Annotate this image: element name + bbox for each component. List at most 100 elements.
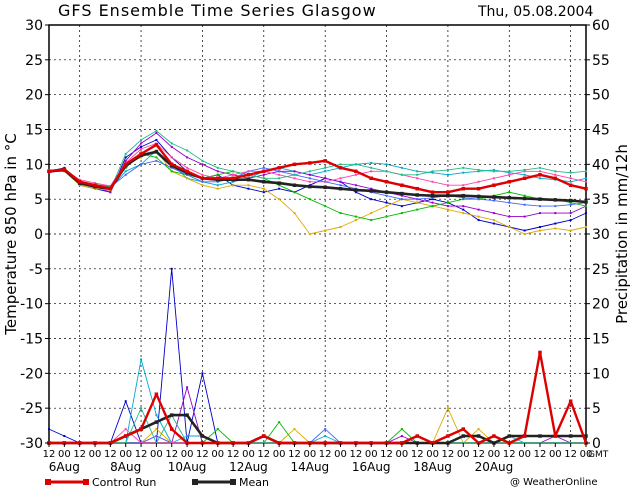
temp-member-line-point [431, 180, 434, 183]
precip-member-line-point [155, 414, 158, 417]
legend-mean-marker-b [230, 479, 236, 485]
temp-member-line-point [278, 187, 281, 190]
temp-member-line-point [140, 145, 143, 148]
temp-member-line-point [554, 205, 557, 208]
temp-member-line-point [354, 184, 357, 187]
temp-member-line-point [339, 163, 342, 166]
temp-member-line-point [308, 170, 311, 173]
temp-member-line-point [140, 142, 143, 145]
temp-mean-line-point [553, 198, 558, 202]
temp-member-line-point [462, 208, 465, 211]
precip-member-line-point [140, 358, 143, 361]
temp-member-line-point [247, 187, 250, 190]
temp-member-line-point [508, 191, 511, 194]
temp-member-line-point [477, 208, 480, 211]
temp-member-line-point [431, 205, 434, 208]
temp-member-line-point [339, 177, 342, 180]
temp-member-line-point [431, 196, 434, 199]
x-hour-label: 12 [564, 449, 577, 460]
temp-member-line-point [186, 173, 189, 176]
temp-control-line-point [323, 159, 327, 163]
precip-mean-line-point [169, 413, 174, 417]
precip-control-line-point [415, 434, 419, 438]
temp-member-line-point [446, 208, 449, 211]
x-hour-label: 00 [426, 449, 439, 460]
legend: Control Run Mean [45, 476, 269, 489]
temp-control-line-point [384, 180, 389, 184]
precip-control-line-point [154, 392, 159, 396]
temp-member-line-point [585, 170, 587, 173]
temp-member-line-point [278, 170, 281, 173]
temp-mean-line-point [277, 181, 281, 185]
temp-member-line-point [446, 184, 449, 187]
temp-member-line-point [354, 163, 357, 166]
temp-control-line-point [154, 143, 159, 147]
x-hour-label: 00 [273, 449, 286, 460]
temp-member-line-point [170, 156, 173, 159]
precip-control-line-point [262, 434, 266, 438]
temp-member-line-point [462, 171, 465, 174]
temp-member-line [48, 132, 587, 218]
x-hour-label: 12 [257, 449, 270, 460]
temp-member-line-point [508, 171, 511, 174]
temp-member-line-point [569, 177, 572, 180]
precip-control-line-point [538, 350, 542, 355]
temp-mean-line-point [154, 150, 159, 154]
temp-member-line-point [569, 201, 572, 204]
x-hour-label: 00 [89, 449, 102, 460]
temp-member-line-point [569, 229, 572, 232]
y-tick-left-label: -20 [20, 366, 43, 382]
y-tick-left-label: -10 [20, 297, 43, 313]
temp-member-line [48, 142, 587, 187]
x-hour-label: 00 [150, 449, 163, 460]
temp-control-line-point [185, 169, 189, 174]
temp-member-line-point [416, 198, 419, 201]
temp-member-line-point [385, 170, 388, 173]
legend-control-label: Control Run [92, 476, 156, 489]
temp-member-line [48, 139, 587, 231]
temp-member-line-point [155, 159, 158, 162]
temp-member-line-point [155, 156, 158, 159]
temp-member-line-point [109, 191, 112, 194]
temp-member-line-point [278, 198, 281, 201]
temp-control-line-point [354, 169, 358, 174]
x-date-label: 20Aug [475, 460, 514, 474]
precip-member-line-point [477, 428, 480, 431]
temp-member-line-point [462, 184, 465, 187]
x-hour-label: 12 [442, 449, 455, 460]
precip-mean-line-point [568, 434, 573, 438]
temp-member-line-point [385, 205, 388, 208]
x-hour-label: 12 [349, 449, 362, 460]
temp-member-line-point [262, 187, 265, 190]
precip-mean-line-point [185, 413, 189, 417]
temp-control-line-point [47, 169, 51, 174]
precip-member-line-point [155, 428, 158, 431]
temp-mean-line-point [492, 195, 496, 199]
temp-mean-line-point [308, 184, 312, 189]
x-date-label: 10Aug [168, 460, 207, 474]
precip-member-line-point [124, 428, 127, 431]
temp-member-line-point [477, 168, 480, 171]
y-tick-right-label: 60 [592, 18, 610, 34]
precip-control-line-point [461, 427, 466, 431]
temp-member-line-point [508, 201, 511, 204]
x-hour-label: 00 [518, 449, 531, 460]
temp-mean-line-point [430, 193, 435, 198]
temp-member-line-point [155, 129, 158, 132]
temp-member-line-point [293, 170, 296, 173]
temp-member-line-point [554, 173, 557, 176]
y-tick-left-label: -15 [20, 332, 43, 348]
precip-member-line [49, 358, 586, 444]
temp-member-line-point [370, 170, 373, 173]
y-tick-left-label: 0 [34, 227, 43, 243]
temp-mean-line-point [262, 180, 266, 184]
precip-member-line-point [201, 372, 204, 375]
x-date-label: 8Aug [110, 460, 141, 474]
temp-member-line-point [431, 201, 434, 204]
temp-control-line-point [216, 176, 220, 181]
temp-member-line-point [477, 170, 480, 173]
y-axis-left: -30 -25 -20 -15 -10 -5 0 5 10 15 20 25 30 [20, 18, 49, 452]
temp-member-line-point [339, 184, 342, 187]
temp-mean-line-point [446, 193, 450, 198]
chart-title: GFS Ensemble Time Series Glasgow [58, 1, 377, 20]
